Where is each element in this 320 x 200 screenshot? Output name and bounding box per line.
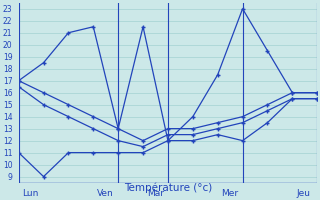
Text: Ven: Ven [97,189,114,198]
X-axis label: Température (°c): Température (°c) [124,183,212,193]
Text: Jeu: Jeu [296,189,310,198]
Text: Mer: Mer [221,189,238,198]
Text: Mar: Mar [147,189,164,198]
Text: Lun: Lun [22,189,39,198]
